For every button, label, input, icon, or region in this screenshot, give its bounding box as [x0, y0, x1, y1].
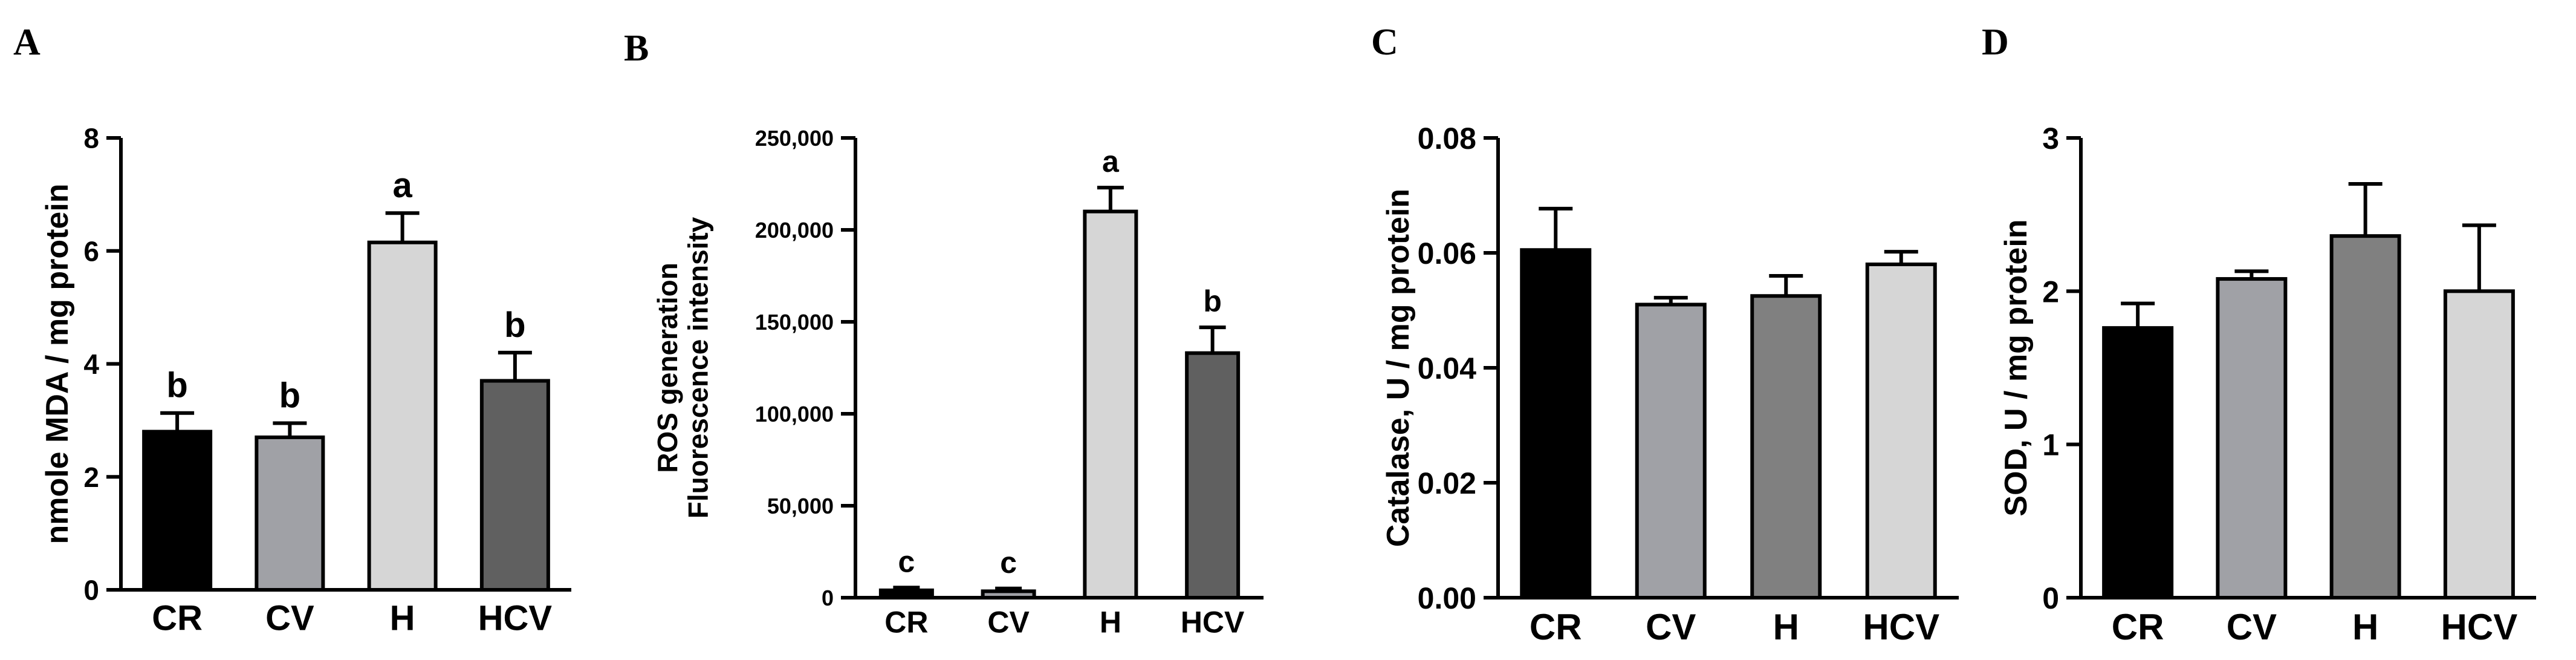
panel-b-bar-h	[1083, 209, 1138, 600]
panel-a-significance-label: b	[166, 366, 187, 405]
panel-a-category-label: CR	[152, 599, 203, 638]
panel-c-ytick-label: 0.08	[1418, 122, 1476, 155]
panel-d-ytick-label: 0	[2042, 581, 2059, 615]
panel-a-ytick-label: 6	[83, 235, 99, 267]
panel-b-category-label: CR	[884, 606, 928, 639]
panel-b-significance-label: c	[1000, 546, 1017, 580]
panel-b-letter: B	[624, 28, 649, 69]
panel-b-category-label: HCV	[1181, 606, 1245, 639]
panel-c-ytick-label: 0.00	[1418, 581, 1476, 615]
panel-c-bar-hcv	[1865, 263, 1937, 600]
panel-c-category-label: HCV	[1863, 607, 1939, 647]
panel-b-significance-label: c	[898, 544, 915, 578]
panel-b-bar-hcv	[1185, 351, 1241, 600]
panel-b-ytick-label: 50,000	[767, 494, 834, 518]
panel-b-bar-cr	[878, 588, 934, 600]
panel-b-significance-label: a	[1102, 145, 1120, 178]
panel-d-ytick-label: 1	[2042, 428, 2059, 462]
panel-b-ytick-label: 100,000	[755, 402, 834, 426]
panel-b-ytick-label: 0	[822, 586, 834, 610]
panel-c-ytick-label: 0.02	[1418, 466, 1476, 500]
panel-b-bar-cv	[981, 589, 1036, 600]
panel-a-bar-hcv	[479, 379, 550, 592]
panel-a-bar-cv	[255, 435, 325, 592]
panel-a-bar-cr	[142, 430, 213, 592]
panel-d-letter: D	[1982, 22, 2009, 63]
panel-d-category-label: CR	[2112, 607, 2164, 647]
panel-a-ytick-label: 8	[83, 123, 99, 154]
panel-c-category-label: H	[1773, 607, 1799, 647]
panel-d-bar-cv	[2216, 277, 2288, 600]
panel-a-significance-label: b	[504, 305, 525, 345]
panel-c-bar-cr	[1520, 248, 1592, 600]
panel-c-ylabel: Catalase, U / mg protein	[1381, 189, 1416, 547]
panel-d-bar-h	[2329, 234, 2401, 600]
panel-a-category-label: HCV	[478, 599, 553, 638]
panel-d-bar-hcv	[2443, 289, 2515, 600]
panel-d-category-label: H	[2352, 607, 2378, 647]
panel-a-bar-h	[367, 240, 438, 592]
panel-a-category-label: H	[390, 599, 415, 638]
panel-b-ytick-label: 150,000	[755, 310, 834, 335]
panel-c-bar-cv	[1635, 302, 1707, 600]
panel-c-ytick-label: 0.04	[1418, 351, 1477, 385]
panel-b-ylabel: ROS generationFluorescence intensity	[652, 217, 714, 518]
panel-c-ytick-label: 0.06	[1418, 237, 1476, 270]
panel-d-category-label: HCV	[2441, 607, 2518, 647]
panel-b-ytick-label: 200,000	[755, 218, 834, 243]
panel-d-ytick-label: 3	[2042, 122, 2059, 155]
panel-b-ytick-label: 250,000	[755, 126, 834, 151]
panel-c-category-label: CR	[1530, 607, 1582, 647]
panel-b-category-label: H	[1100, 606, 1121, 639]
panel-d-bar-cr	[2102, 326, 2174, 600]
panel-d-category-label: CV	[2227, 607, 2277, 647]
panel-c-letter: C	[1371, 22, 1398, 63]
panel-b-category-label: CV	[987, 606, 1030, 639]
panel-a-ytick-label: 0	[83, 575, 99, 606]
panel-d-ytick-label: 2	[2042, 275, 2059, 309]
panel-b-ylabel-line: Fluorescence intensity	[683, 217, 714, 518]
panel-a-significance-label: b	[279, 376, 300, 416]
panel-a-category-label: CV	[265, 599, 314, 638]
panel-a-significance-label: a	[392, 166, 412, 205]
panel-b-significance-label: b	[1203, 284, 1222, 318]
panel-a-ytick-label: 2	[83, 462, 99, 493]
panel-c-bar-h	[1750, 294, 1822, 600]
panel-d-ylabel: SOD, U / mg protein	[1999, 219, 2034, 516]
panel-b-ylabel-line: ROS generation	[652, 263, 683, 473]
panel-a-ytick-label: 4	[83, 348, 99, 380]
panel-c-category-label: CV	[1646, 607, 1696, 647]
panel-a-letter: A	[13, 22, 41, 63]
panel-a-ylabel: nmole MDA / mg protein	[40, 183, 75, 544]
